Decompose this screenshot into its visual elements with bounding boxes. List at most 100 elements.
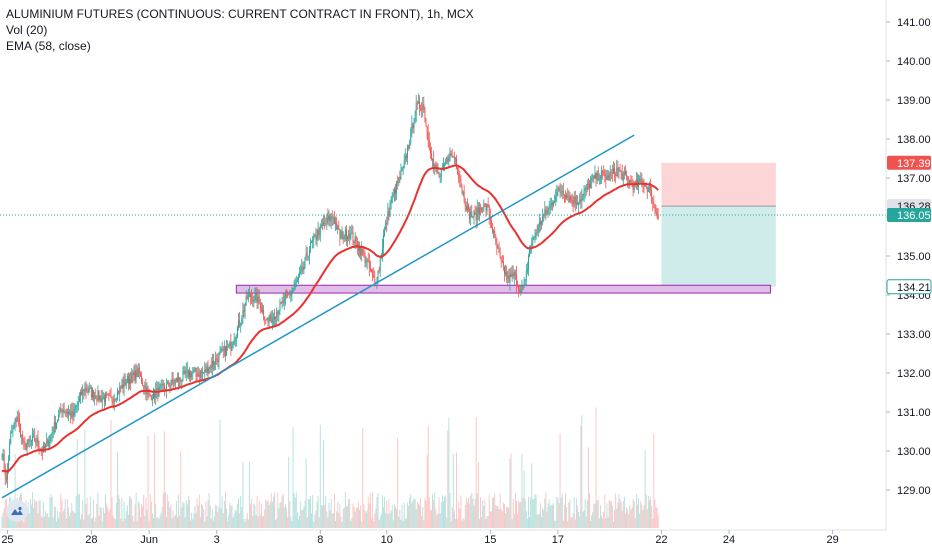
candle-body	[205, 368, 207, 373]
candle-body	[336, 222, 338, 230]
volume-bar	[371, 518, 372, 528]
candle	[402, 165, 404, 176]
volume-bar	[579, 516, 581, 528]
candle	[32, 427, 33, 447]
candle-body	[643, 185, 645, 187]
volume-bar	[629, 504, 631, 528]
candle	[486, 203, 488, 215]
candle-body	[584, 188, 586, 191]
candle-body	[312, 239, 314, 243]
candle	[552, 200, 553, 211]
volume-bar	[129, 496, 130, 528]
price-axis[interactable]: 141.00140.00139.00138.00137.00136.00135.…	[886, 17, 931, 497]
candle-body	[429, 147, 431, 154]
candle-body	[446, 157, 448, 163]
volume-bar	[363, 504, 365, 528]
candle	[206, 362, 208, 376]
volume-bar	[381, 495, 383, 528]
volume-bar	[615, 493, 617, 528]
volume-bar	[4, 499, 6, 528]
candle-body	[208, 369, 210, 374]
candle-body	[112, 401, 114, 403]
volume-bar	[354, 511, 356, 528]
candle	[651, 184, 653, 204]
candle-body	[122, 384, 124, 388]
candle-body	[228, 345, 230, 348]
candle	[481, 206, 483, 213]
candle-body	[194, 368, 196, 371]
volume-bar	[231, 505, 233, 528]
candle-body	[238, 320, 239, 328]
candle-body	[493, 231, 495, 233]
candle	[279, 298, 281, 316]
volume-bar	[446, 517, 448, 528]
candle	[360, 245, 362, 260]
candle-body	[349, 233, 351, 240]
volume-bar	[513, 513, 515, 528]
trendline[interactable]	[1, 134, 635, 499]
volume-bar	[121, 497, 123, 528]
candle	[74, 403, 76, 417]
volume-bar	[431, 510, 432, 528]
volume-bar	[559, 433, 561, 528]
candle-body	[626, 174, 628, 178]
candle	[242, 302, 244, 325]
volume-bar	[163, 431, 165, 528]
candle-body	[118, 390, 120, 394]
candle-body	[518, 286, 520, 290]
volume-bar	[263, 515, 265, 528]
price-badge-bg	[887, 155, 931, 170]
position-tool[interactable]	[661, 162, 776, 287]
volume-bar	[480, 497, 481, 528]
support-zone[interactable]	[235, 284, 771, 294]
candle	[220, 346, 222, 354]
candle	[641, 172, 643, 188]
candle	[12, 424, 14, 438]
volume-bar	[347, 506, 348, 528]
candle	[262, 303, 263, 315]
candle-body	[327, 216, 329, 220]
legend-volume[interactable]: Vol (20)	[6, 23, 48, 37]
volume-bar	[508, 507, 510, 528]
volume-bar	[60, 493, 62, 528]
volume-bar	[39, 500, 41, 528]
volume-bar	[350, 520, 352, 528]
candle	[332, 216, 334, 225]
volume-bar	[424, 498, 426, 528]
volume-bar	[375, 508, 377, 528]
volume-bar	[443, 501, 444, 528]
volume-bar	[320, 505, 322, 528]
legend-symbol-title[interactable]: ALUMINIUM FUTURES (CONTINUOUS: CURRENT C…	[6, 7, 474, 21]
candle	[390, 196, 392, 210]
candle	[86, 383, 88, 393]
candle	[84, 382, 86, 397]
time-axis[interactable]: 25 28 Jun 3 8 10 15 17 22 24 29	[1, 530, 839, 546]
candle-body	[108, 395, 110, 396]
candle-body	[58, 414, 60, 421]
candle-body	[94, 395, 96, 399]
candle	[289, 290, 291, 299]
tradingview-logo-icon[interactable]	[6, 500, 28, 522]
candle	[492, 222, 493, 234]
volume-bar	[46, 513, 48, 528]
candle-body	[396, 181, 398, 194]
candle-body	[23, 442, 25, 444]
legend-ema[interactable]: EMA (58, close)	[6, 39, 91, 53]
candle-body	[35, 440, 37, 443]
candle-body	[230, 342, 232, 351]
time-tick-label: 25	[1, 534, 13, 546]
candle	[149, 393, 151, 397]
volume-bar	[204, 521, 206, 528]
candle	[71, 402, 73, 420]
volume-bar	[306, 517, 308, 528]
candle-body	[618, 170, 620, 172]
volume-bar	[239, 513, 241, 528]
candle-body	[253, 300, 255, 302]
candle	[29, 435, 31, 447]
candle	[292, 288, 294, 294]
candle	[298, 273, 299, 285]
candle	[495, 234, 497, 246]
candle-body	[650, 186, 651, 190]
volume-bar	[66, 498, 68, 528]
